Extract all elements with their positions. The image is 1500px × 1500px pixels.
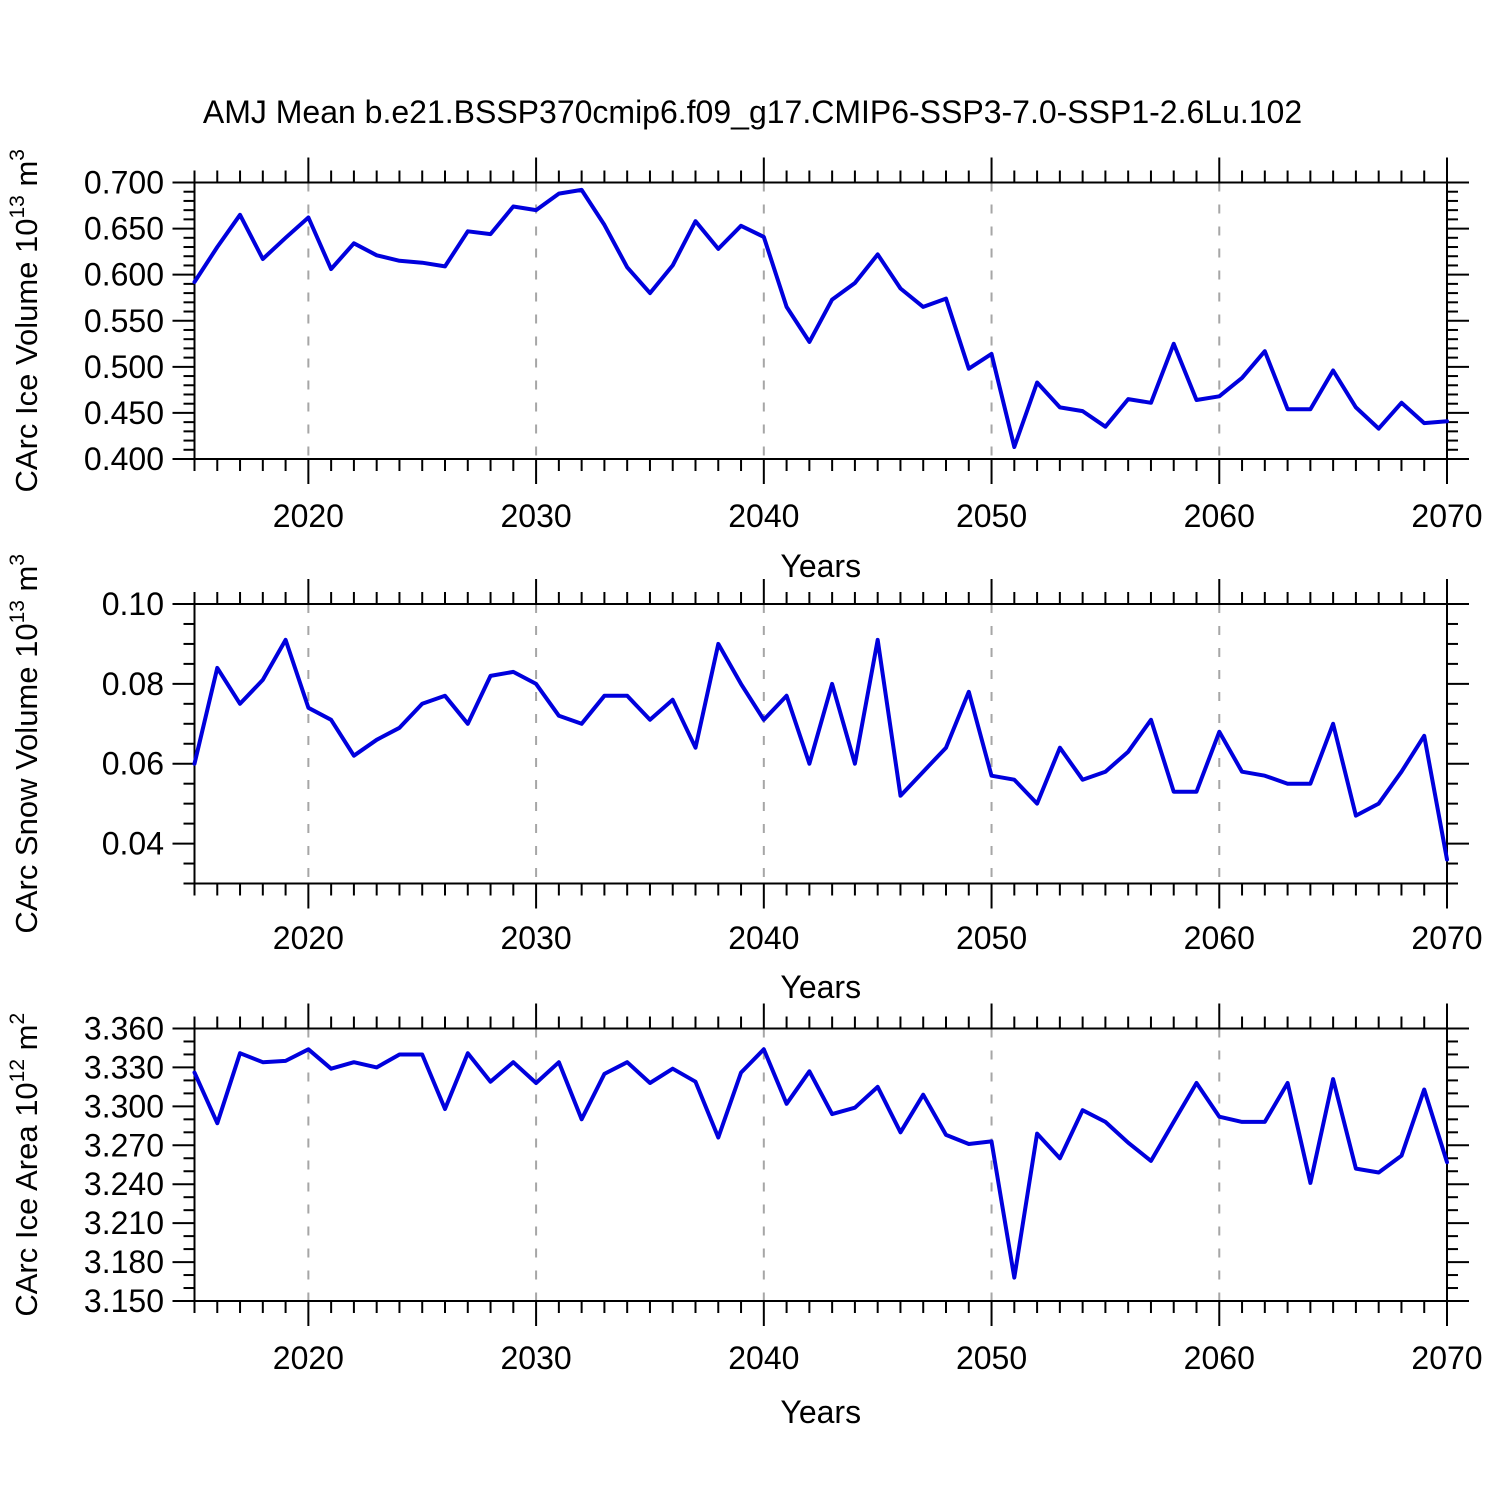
x-tick-label: 2070: [1411, 920, 1482, 956]
y-tick-label: 3.270: [84, 1127, 164, 1163]
x-ticks: [193, 157, 1448, 484]
y-tick-label: 3.300: [84, 1088, 164, 1124]
y-tick-label: 3.330: [84, 1049, 164, 1085]
x-tick-label: 2050: [956, 498, 1027, 534]
x-tick-label: 2060: [1184, 498, 1255, 534]
y-axis-label: CArc Ice Area 1012 m2: [6, 1013, 44, 1317]
y-tick-label: 0.550: [84, 303, 164, 339]
y-tick-label: 3.210: [84, 1205, 164, 1241]
y-axis-label: CArc Snow Volume 1013 m3: [6, 554, 44, 934]
x-tick-label: 2050: [956, 1340, 1027, 1376]
x-tick-label: 2020: [273, 498, 344, 534]
panel-3: 3.1503.1803.2103.2403.2703.3003.3303.360…: [6, 1003, 1483, 1430]
y-ticks: [172, 603, 1469, 885]
x-tick-labels: 2020 2030 2040 2050 2060 2070: [273, 498, 1483, 534]
y-tick-label: 3.180: [84, 1244, 164, 1280]
y-tick-label: 0.06: [102, 746, 164, 782]
y-tick-labels: 0.04 0.06 0.08 0.10: [102, 586, 164, 862]
x-axis-label: Years: [780, 969, 861, 1005]
y-ticks: [172, 1027, 1469, 1302]
x-tick-label: 2040: [728, 920, 799, 956]
x-tick-label: 2040: [728, 498, 799, 534]
x-tick-label: 2050: [956, 920, 1027, 956]
x-tick-label: 2020: [273, 920, 344, 956]
y-tick-label: 3.150: [84, 1283, 164, 1319]
x-tick-label: 2030: [500, 920, 571, 956]
y-tick-label: 0.700: [84, 165, 164, 201]
y-axis-label: CArc Ice Volume 1013 m3: [6, 149, 44, 492]
x-tick-label: 2070: [1411, 498, 1482, 534]
data-line: [192, 637, 1449, 862]
x-tick-labels: 2020 2030 2040 2050 2060 2070: [273, 920, 1483, 956]
x-tick-label: 2020: [273, 1340, 344, 1376]
x-ticks: [193, 1003, 1448, 1326]
x-tick-label: 2070: [1411, 1340, 1482, 1376]
page-title: AMJ Mean b.e21.BSSP370cmip6.f09_g17.CMIP…: [202, 94, 1303, 130]
y-tick-label: 0.650: [84, 211, 164, 247]
panel-2: 0.04 0.06 0.08 0.10 2020 2030 2040 2050 2060 2070…: [6, 554, 1483, 1005]
x-axis-label: Years: [780, 548, 861, 584]
plot-frame: [193, 1027, 1448, 1302]
x-tick-label: 2060: [1184, 920, 1255, 956]
y-tick-label: 3.240: [84, 1166, 164, 1202]
x-tick-label: 2030: [500, 498, 571, 534]
y-tick-label: 3.360: [84, 1011, 164, 1047]
y-tick-label: 0.500: [84, 349, 164, 385]
data-line: [192, 187, 1449, 449]
x-tick-label: 2040: [728, 1340, 799, 1376]
y-tick-label: 0.10: [102, 586, 164, 622]
x-tick-labels: 2020 2030 2040 2050 2060 2070: [273, 1340, 1483, 1376]
y-ticks: [172, 181, 1469, 460]
data-line: [192, 1047, 1449, 1280]
gridlines: [307, 1028, 1221, 1301]
y-tick-label: 0.400: [84, 441, 164, 477]
plot-frame: [193, 603, 1448, 885]
x-axis-label: Years: [780, 1394, 861, 1430]
y-tick-label: 0.600: [84, 257, 164, 293]
x-tick-label: 2060: [1184, 1340, 1255, 1376]
y-tick-label: 0.04: [102, 826, 164, 862]
x-ticks: [193, 579, 1448, 909]
y-tick-labels: 0.400 0.450 0.500 0.550 0.600 0.650 0.700: [84, 165, 164, 478]
x-tick-label: 2030: [500, 1340, 571, 1376]
gridlines: [307, 604, 1221, 884]
gridlines: [307, 182, 1221, 459]
y-tick-label: 0.450: [84, 395, 164, 431]
y-tick-label: 0.08: [102, 666, 164, 702]
